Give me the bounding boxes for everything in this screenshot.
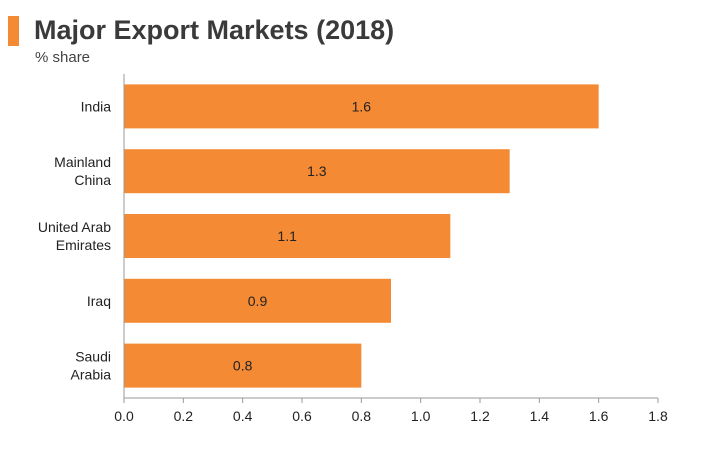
x-tick-label-7: 1.4 [530,408,550,424]
bar-value-label-3: 0.9 [248,293,268,309]
category-label-1: Mainland China [54,154,111,188]
x-tick-label-0: 0.0 [114,408,134,424]
x-axis: 0.0 0.2 0.4 0.6 0.8 1.0 1.2 1.4 1.6 1.8 [114,74,668,424]
x-tick-label-1: 0.2 [174,408,194,424]
x-tick-label-8: 1.6 [589,408,609,424]
category-label-3: Iraq [87,293,111,309]
category-label-2: United Arab Emirates [38,219,111,253]
x-tick-label-6: 1.2 [470,408,490,424]
bar-4 [124,343,362,388]
bar-value-label-2: 1.1 [277,228,297,244]
chart-subtitle: % share [35,49,91,66]
x-tick-label-3: 0.6 [292,408,312,424]
bar-value-label-0: 1.6 [352,98,372,114]
bar-2 [124,214,451,258]
x-tick-label-2: 0.4 [233,408,253,424]
bar-3 [124,278,391,323]
chart-title: Major Export Markets (2018) [34,15,395,45]
bar-0 [124,84,599,129]
x-tick-label-5: 1.0 [411,408,431,424]
x-tick-label-4: 0.8 [352,408,372,424]
title-accent-bar [8,16,19,46]
bar-1 [124,149,510,194]
bar-value-label-1: 1.3 [307,163,327,179]
category-labels-layer: India Mainland China United Arab Emirates Ira… [38,98,111,382]
category-label-0: India [81,98,112,114]
x-tick-label-9: 1.8 [648,408,668,424]
bar-value-label-4: 0.8 [233,358,253,374]
bars-layer: 1.6 1.3 1.1 0.9 0.8 [124,84,599,388]
category-label-4: Saudi Arabia [71,349,112,383]
